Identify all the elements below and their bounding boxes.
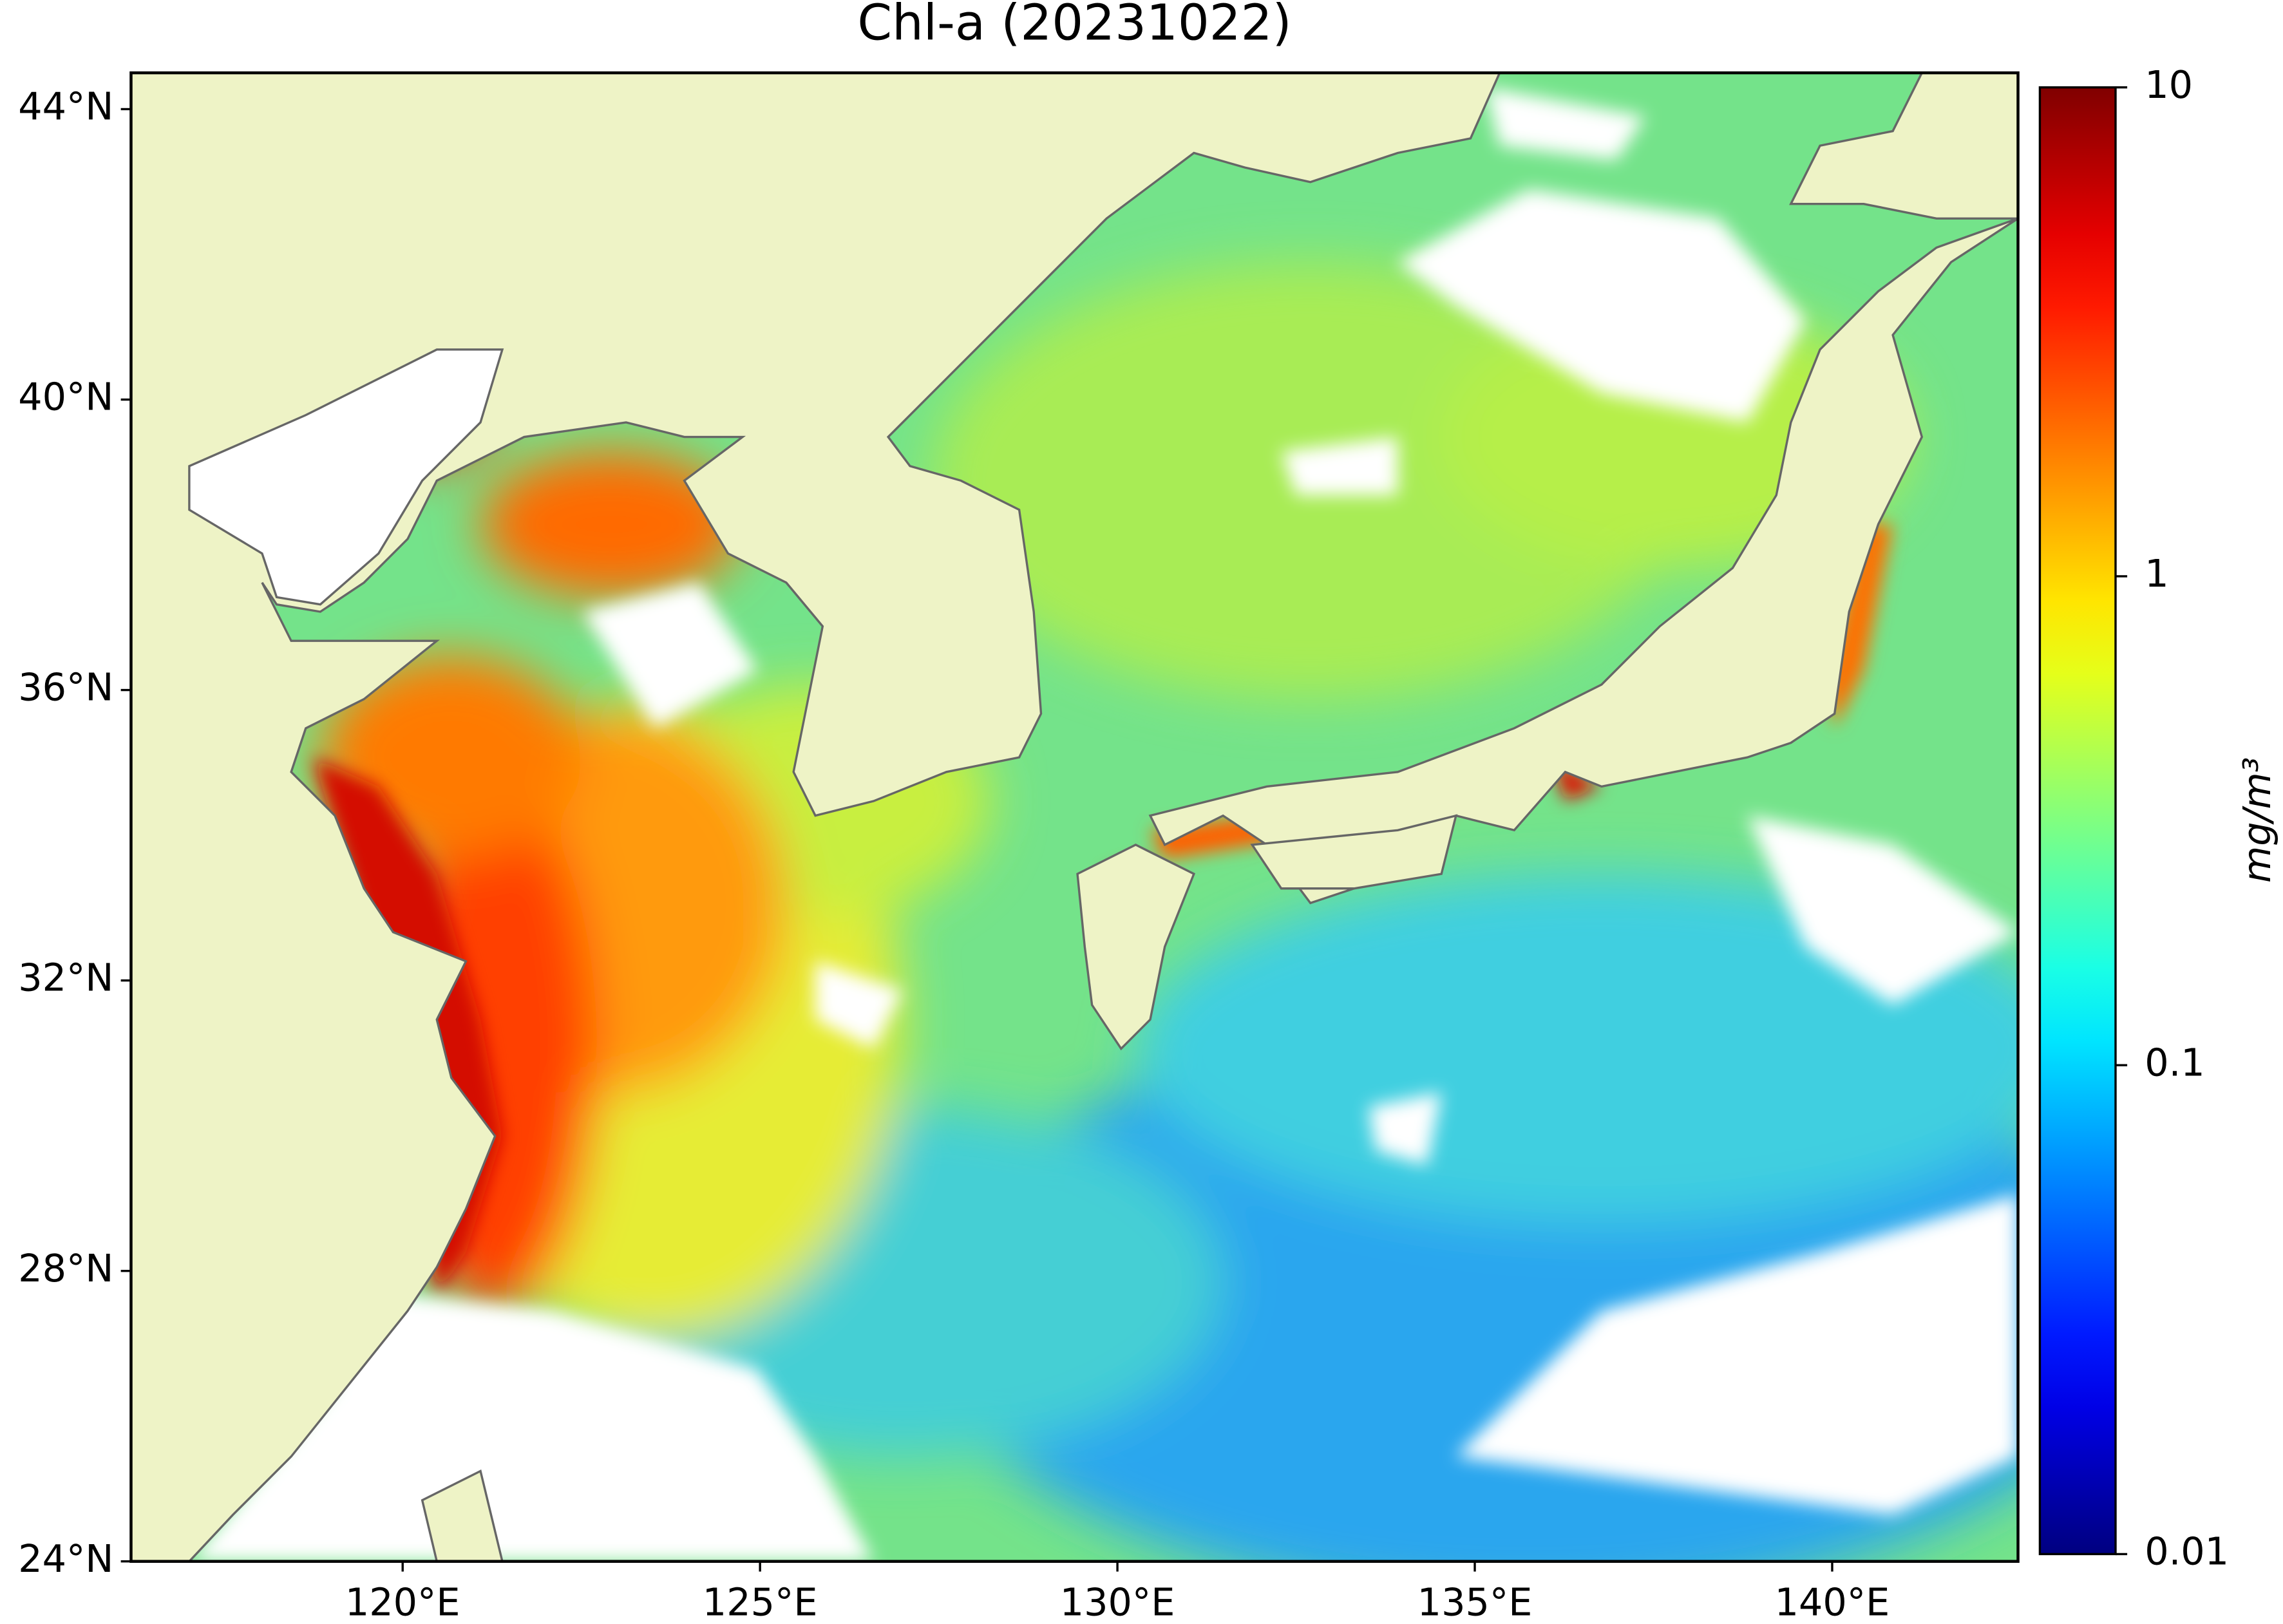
y-tick-label: 40°N bbox=[18, 375, 113, 419]
y-tick-label: 24°N bbox=[18, 1536, 113, 1581]
x-tick-label: 120°E bbox=[345, 1580, 460, 1624]
colorbar-tick-label: 1 bbox=[2145, 551, 2168, 596]
y-tick-label: 44°N bbox=[18, 84, 113, 129]
y-tick-label: 28°N bbox=[18, 1246, 113, 1290]
x-tick-label: 125°E bbox=[703, 1580, 818, 1624]
land bbox=[131, 73, 2018, 1562]
colorbar-tick-label: 10 bbox=[2145, 62, 2193, 107]
colorbar-label: mg/m³ bbox=[2235, 757, 2279, 883]
x-tick-label: 135°E bbox=[1417, 1580, 1533, 1624]
x-tick-label: 140°E bbox=[1775, 1580, 1890, 1624]
colorbar-tick-label: 0.1 bbox=[2145, 1040, 2204, 1084]
y-tick-label: 32°N bbox=[18, 956, 113, 1000]
colorbar-tick-label: 0.01 bbox=[2145, 1529, 2229, 1574]
map-title: Chl-a (20231022) bbox=[857, 0, 1291, 52]
colorbar bbox=[2038, 86, 2117, 1556]
map-frame bbox=[129, 71, 2020, 1563]
map-area bbox=[131, 73, 2018, 1562]
x-tick-label: 130°E bbox=[1060, 1580, 1175, 1624]
y-tick-label: 36°N bbox=[18, 665, 113, 710]
